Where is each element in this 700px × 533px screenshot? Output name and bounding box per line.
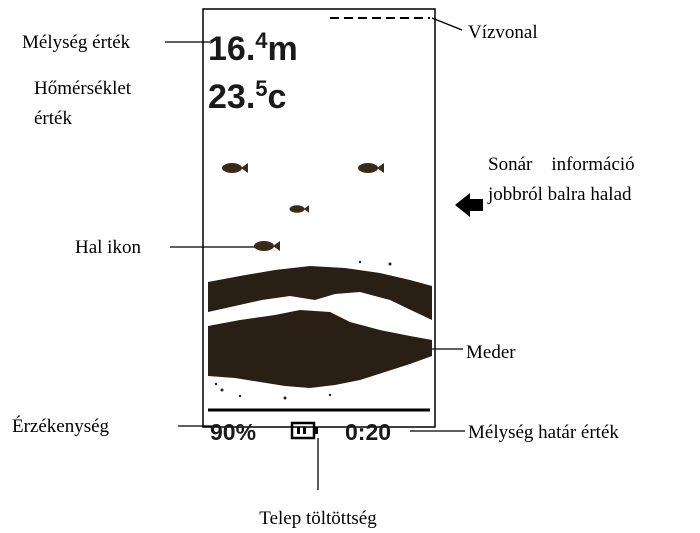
label: Meder bbox=[466, 342, 516, 363]
label: Hőmérséklet bbox=[34, 78, 132, 99]
label: Érzékenység bbox=[12, 415, 110, 437]
temperature-readout: 23.5c bbox=[208, 76, 286, 116]
label: Telep töltöttség bbox=[259, 508, 377, 529]
temp-sup: 5 bbox=[255, 76, 267, 101]
battery-icon bbox=[292, 423, 318, 438]
label: jobbról balra halad bbox=[487, 184, 632, 205]
depth-readout: 16.4m bbox=[208, 28, 298, 68]
fish bbox=[254, 241, 280, 251]
label: Mélység határ érték bbox=[468, 422, 619, 443]
temp-unit: c bbox=[268, 78, 287, 116]
depth-sup: 4 bbox=[255, 28, 268, 53]
page: 16.4m 23.5c 90% 0:20 Mélység érték Vízvo… bbox=[0, 0, 700, 533]
label: Mélység érték bbox=[22, 32, 131, 53]
depth-main: 16. bbox=[208, 30, 255, 68]
depth-range-readout: 0:20 bbox=[345, 419, 391, 445]
fish-icons bbox=[222, 163, 384, 251]
temp-main: 23. bbox=[208, 78, 255, 116]
depth-unit: m bbox=[268, 30, 298, 68]
leader-line bbox=[432, 18, 462, 30]
label: Hal ikon bbox=[75, 237, 141, 258]
fish bbox=[358, 163, 384, 173]
fish bbox=[290, 205, 310, 213]
direction-arrow bbox=[455, 193, 483, 217]
diagram: 16.4m 23.5c 90% 0:20 Mélység érték Vízvo… bbox=[0, 0, 700, 533]
sensitivity-readout: 90% bbox=[210, 419, 256, 445]
label: Sonár információ bbox=[488, 154, 635, 175]
label: érték bbox=[34, 108, 72, 129]
fish bbox=[222, 163, 248, 173]
sea-bed bbox=[208, 261, 432, 400]
label: Vízvonal bbox=[468, 22, 538, 43]
